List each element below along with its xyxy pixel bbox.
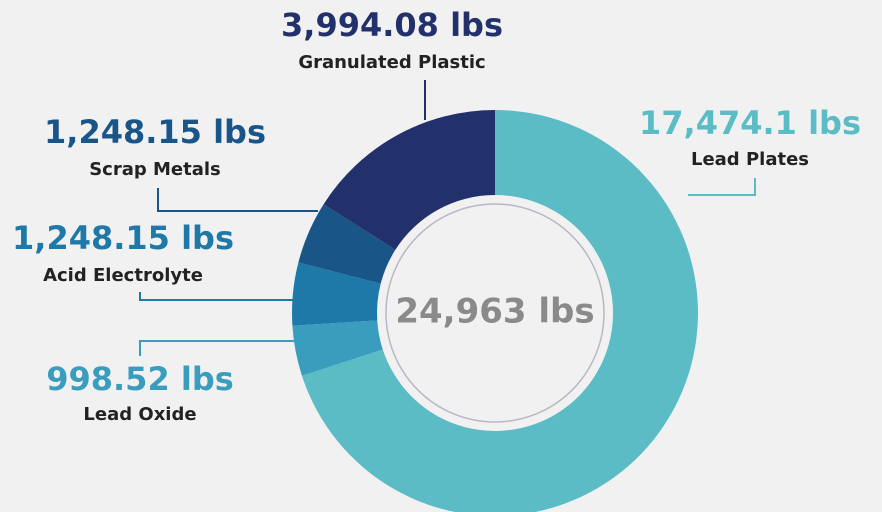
category-label: Lead Plates [691,149,809,170]
value-label: 3,994.08 lbs [281,6,503,44]
center-label: 24,963 lbs [395,292,594,332]
value-label: 998.52 lbs [46,360,234,398]
slice [292,320,383,376]
value-label: 17,474.1 lbs [639,104,861,142]
value-label: 1,248.15 lbs [44,113,266,151]
slice [301,110,698,512]
value-label: 1,248.15 lbs [12,219,234,257]
leader-line [157,188,318,212]
leader-line [139,292,295,301]
slice [298,204,396,284]
center-circle [385,203,605,423]
category-label: Granulated Plastic [298,52,485,73]
slice [323,110,495,250]
slice [292,262,381,326]
donut [292,110,698,512]
category-label: Lead Oxide [83,404,196,425]
category-label: Scrap Metals [89,159,221,180]
leader-line [688,178,756,196]
leader-line [139,340,298,356]
category-label: Acid Electrolyte [43,265,203,286]
